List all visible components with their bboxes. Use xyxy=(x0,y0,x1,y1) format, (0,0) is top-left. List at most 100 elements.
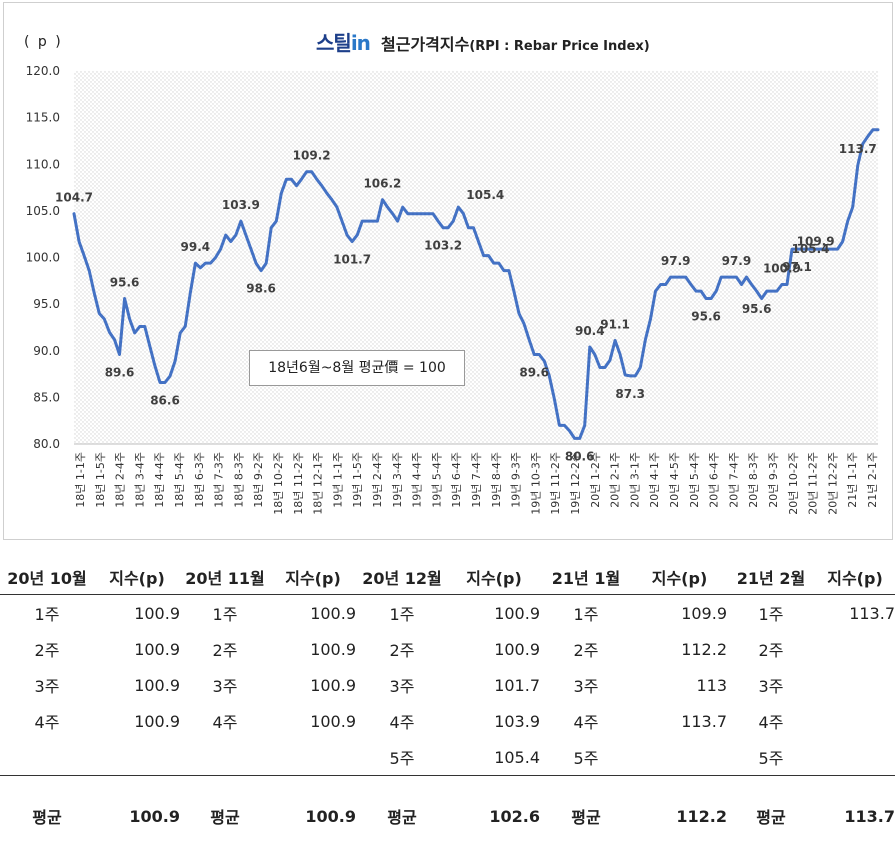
x-tick-label: 18년 12-1주 xyxy=(312,452,325,515)
data-label: 86.6 xyxy=(150,393,180,407)
x-tick-label: 18년 4-4주 xyxy=(153,452,166,508)
average-label: 평균 xyxy=(356,776,448,856)
index-cell: 109.9 xyxy=(632,595,727,632)
x-tick-label: 19년 9-3주 xyxy=(510,452,523,508)
index-cell xyxy=(815,631,895,667)
x-tick-label: 20년 4-5주 xyxy=(668,452,681,508)
index-cell: 100.9 xyxy=(270,703,356,739)
y-tick-label: 115.0 xyxy=(26,111,60,125)
x-tick-label: 19년 8-4주 xyxy=(490,452,503,508)
week-cell: 4주 xyxy=(0,703,94,739)
column-header: 20년 11월 xyxy=(180,560,270,595)
week-cell xyxy=(180,739,270,776)
y-tick-label: 105.0 xyxy=(26,204,60,218)
index-cell xyxy=(94,739,180,776)
column-header: 21년 1월 xyxy=(540,560,632,595)
x-tick-label: 21년 1-1주 xyxy=(846,452,859,508)
x-tick-label: 20년 10-2주 xyxy=(787,452,800,515)
index-cell: 100.9 xyxy=(94,667,180,703)
data-label: 101.7 xyxy=(333,253,371,267)
x-tick-label: 19년 4-4주 xyxy=(411,452,424,508)
data-label: 109.9 xyxy=(797,235,835,249)
x-tick-label: 18년 8-3주 xyxy=(232,452,245,508)
week-cell: 3주 xyxy=(180,667,270,703)
x-tick-label: 20년 8-3주 xyxy=(747,452,760,508)
y-tick-label: 100.0 xyxy=(26,251,60,265)
average-value: 112.2 xyxy=(632,776,727,856)
index-cell: 113.7 xyxy=(815,595,895,632)
column-header: 지수(p) xyxy=(94,560,180,595)
week-cell: 2주 xyxy=(180,631,270,667)
index-cell xyxy=(632,739,727,776)
data-label: 104.7 xyxy=(55,191,93,205)
index-cell: 101.7 xyxy=(448,667,540,703)
index-cell: 105.4 xyxy=(448,739,540,776)
baseline-note: 18년6월~8월 평균價 = 100 xyxy=(249,350,465,386)
week-cell: 4주 xyxy=(727,703,815,739)
x-tick-label: 19년 10-3주 xyxy=(529,452,542,515)
x-tick-label: 18년 1-1주 xyxy=(74,452,87,508)
y-tick-label: 120.0 xyxy=(26,64,60,78)
week-cell: 5주 xyxy=(356,739,448,776)
week-cell: 5주 xyxy=(540,739,632,776)
line-chart: 120.0115.0110.0105.0100.095.090.085.080.… xyxy=(4,3,892,539)
index-cell xyxy=(815,739,895,776)
x-tick-label: 20년 2-1주 xyxy=(609,452,622,508)
index-cell: 103.9 xyxy=(448,703,540,739)
data-label: 91.1 xyxy=(600,317,630,331)
x-tick-label: 18년 3-4주 xyxy=(133,452,146,508)
week-cell: 3주 xyxy=(0,667,94,703)
week-cell: 1주 xyxy=(540,595,632,632)
data-label: 113.7 xyxy=(839,142,877,156)
column-header: 지수(p) xyxy=(270,560,356,595)
x-tick-label: 20년 4-1주 xyxy=(648,452,661,508)
y-tick-label: 90.0 xyxy=(33,344,60,358)
data-label: 103.2 xyxy=(424,239,462,253)
column-header: 20년 10월 xyxy=(0,560,94,595)
week-cell: 3주 xyxy=(540,667,632,703)
x-tick-label: 20년 7-4주 xyxy=(727,452,740,508)
index-cell xyxy=(815,667,895,703)
data-label: 89.6 xyxy=(519,365,549,379)
y-axis-unit: ( p ) xyxy=(24,34,63,50)
index-cell: 100.9 xyxy=(270,667,356,703)
index-cell: 100.9 xyxy=(270,631,356,667)
week-cell: 1주 xyxy=(180,595,270,632)
data-label: 97.1 xyxy=(782,260,812,274)
average-value: 100.9 xyxy=(94,776,180,856)
average-label: 평균 xyxy=(540,776,632,856)
data-label: 87.3 xyxy=(615,387,645,401)
index-cell: 100.9 xyxy=(94,595,180,632)
average-label: 평균 xyxy=(727,776,815,856)
x-tick-label: 19년 6-4주 xyxy=(450,452,463,508)
index-cell: 100.9 xyxy=(94,631,180,667)
x-tick-label: 20년 9-3주 xyxy=(767,452,780,508)
index-cell xyxy=(270,739,356,776)
subtitle-text: (RPI : Rebar Price Index) xyxy=(469,39,649,54)
week-cell: 4주 xyxy=(356,703,448,739)
week-cell: 4주 xyxy=(540,703,632,739)
y-tick-label: 95.0 xyxy=(33,297,60,311)
data-label: 95.6 xyxy=(110,276,140,290)
x-tick-label: 18년 9-2주 xyxy=(252,452,265,508)
x-tick-label: 18년 5-4주 xyxy=(173,452,186,508)
x-tick-label: 18년 1-5주 xyxy=(94,452,107,508)
data-label: 99.4 xyxy=(181,240,211,254)
x-tick-label: 18년 11-2주 xyxy=(292,452,305,515)
data-label: 109.2 xyxy=(293,149,331,163)
data-label: 106.2 xyxy=(363,177,401,191)
week-cell: 4주 xyxy=(180,703,270,739)
week-cell: 1주 xyxy=(727,595,815,632)
week-cell: 2주 xyxy=(356,631,448,667)
x-tick-label: 18년 2-4주 xyxy=(114,452,127,508)
y-tick-label: 80.0 xyxy=(33,437,60,451)
chart-title: 스틸in 철근가격지수(RPI : Rebar Price Index) xyxy=(316,27,650,56)
x-tick-label: 18년 6-3주 xyxy=(193,452,206,508)
x-tick-label: 18년 7-3주 xyxy=(213,452,226,508)
index-cell: 113 xyxy=(632,667,727,703)
x-tick-label: 20년 11-2주 xyxy=(807,452,820,515)
